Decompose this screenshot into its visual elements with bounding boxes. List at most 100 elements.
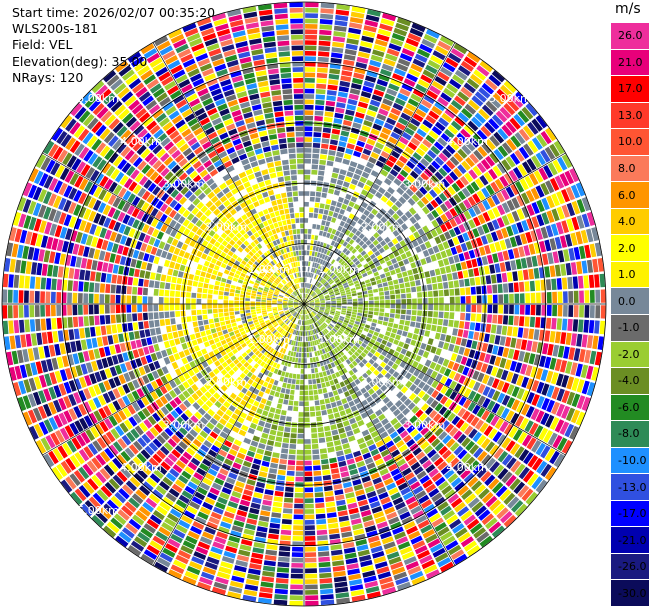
gate-cell [164, 382, 173, 392]
gate-cell [60, 460, 72, 474]
gate-cell [304, 471, 313, 477]
gate-cell [184, 570, 199, 581]
gate-cell [110, 168, 120, 180]
gate-cell [275, 288, 281, 292]
gate-cell [56, 317, 63, 329]
gate-cell [276, 215, 282, 222]
gate-cell [56, 279, 63, 291]
gate-cell [265, 225, 271, 232]
gate-cell [153, 343, 160, 352]
gate-cell [234, 143, 244, 151]
gate-cell [245, 523, 256, 531]
gate-cell [270, 328, 276, 333]
gate-cell [169, 219, 177, 228]
gate-cell [192, 321, 198, 327]
gate-cell [279, 255, 284, 261]
gate-cell [449, 140, 460, 151]
gate-cell [254, 64, 266, 72]
gate-cell [35, 318, 41, 332]
gate-cell [554, 264, 561, 277]
gate-cell [9, 227, 17, 242]
gate-cell [309, 406, 315, 412]
gate-cell [292, 56, 303, 62]
gate-cell [78, 110, 91, 123]
gate-cell [180, 413, 189, 422]
gate-cell [123, 332, 130, 342]
gate-cell [496, 191, 505, 203]
gate-cell [308, 297, 312, 301]
gate-cell [311, 368, 315, 374]
gate-cell [304, 422, 310, 428]
gate-cell [126, 165, 136, 177]
gate-cell [280, 67, 291, 73]
gate-cell [552, 159, 563, 173]
gate-cell [22, 395, 32, 409]
gate-cell [357, 549, 370, 557]
gate-cell [122, 395, 131, 406]
gate-cell [173, 202, 182, 212]
gate-cell [335, 279, 340, 284]
gate-cell [307, 331, 309, 336]
gate-cell [182, 176, 192, 185]
gate-cell [65, 476, 77, 490]
gate-cell [363, 520, 375, 528]
gate-cell [204, 497, 216, 506]
gate-cell [337, 510, 348, 517]
gate-cell [318, 51, 330, 57]
gate-cell [130, 258, 137, 268]
gate-cell [111, 243, 119, 253]
gate-cell [141, 407, 151, 418]
gate-cell [229, 239, 236, 246]
gate-cell [127, 545, 142, 557]
gate-cell [295, 121, 304, 126]
gate-cell [527, 121, 539, 135]
gate-cell [206, 43, 220, 52]
gate-cell [290, 294, 295, 298]
gate-cell [264, 258, 270, 264]
gate-cell [242, 140, 252, 148]
gate-cell [24, 319, 30, 333]
gate-cell [144, 136, 156, 147]
gate-cell [168, 29, 183, 39]
gate-cell [232, 30, 246, 38]
gate-cell [77, 304, 83, 315]
gate-cell [263, 494, 273, 501]
gate-cell [348, 282, 354, 287]
gate-cell [278, 551, 290, 557]
gate-cell [399, 283, 405, 289]
gate-cell [428, 130, 439, 140]
gate-cell [371, 208, 378, 216]
gate-cell [270, 139, 278, 146]
gate-cell [88, 197, 97, 209]
gate-cell [415, 190, 424, 199]
gate-cell [292, 292, 297, 297]
gate-cell [49, 223, 58, 236]
gate-cell [163, 156, 174, 166]
gate-cell [263, 41, 276, 48]
gate-cell [68, 267, 75, 279]
gate-cell [426, 202, 435, 212]
gate-cell [106, 325, 112, 335]
gate-cell [298, 314, 301, 319]
gate-cell [249, 468, 259, 476]
gate-cell [568, 248, 576, 261]
gate-cell [124, 133, 136, 145]
gate-cell [273, 311, 278, 314]
gate-cell [218, 256, 225, 262]
gate-cell [173, 247, 181, 255]
gate-cell [158, 304, 164, 311]
gate-cell [262, 342, 268, 348]
gate-cell [199, 506, 211, 516]
gate-cell [72, 316, 79, 328]
gate-cell [243, 226, 250, 233]
gate-cell [237, 324, 244, 329]
gate-cell [440, 66, 453, 77]
gate-cell [264, 489, 274, 496]
gate-cell [294, 305, 299, 308]
gate-cell [302, 325, 304, 331]
gate-cell [402, 107, 414, 117]
gate-cell [250, 43, 263, 51]
gate-cell [187, 68, 200, 78]
gate-cell [305, 589, 319, 595]
gate-cell [82, 463, 94, 476]
